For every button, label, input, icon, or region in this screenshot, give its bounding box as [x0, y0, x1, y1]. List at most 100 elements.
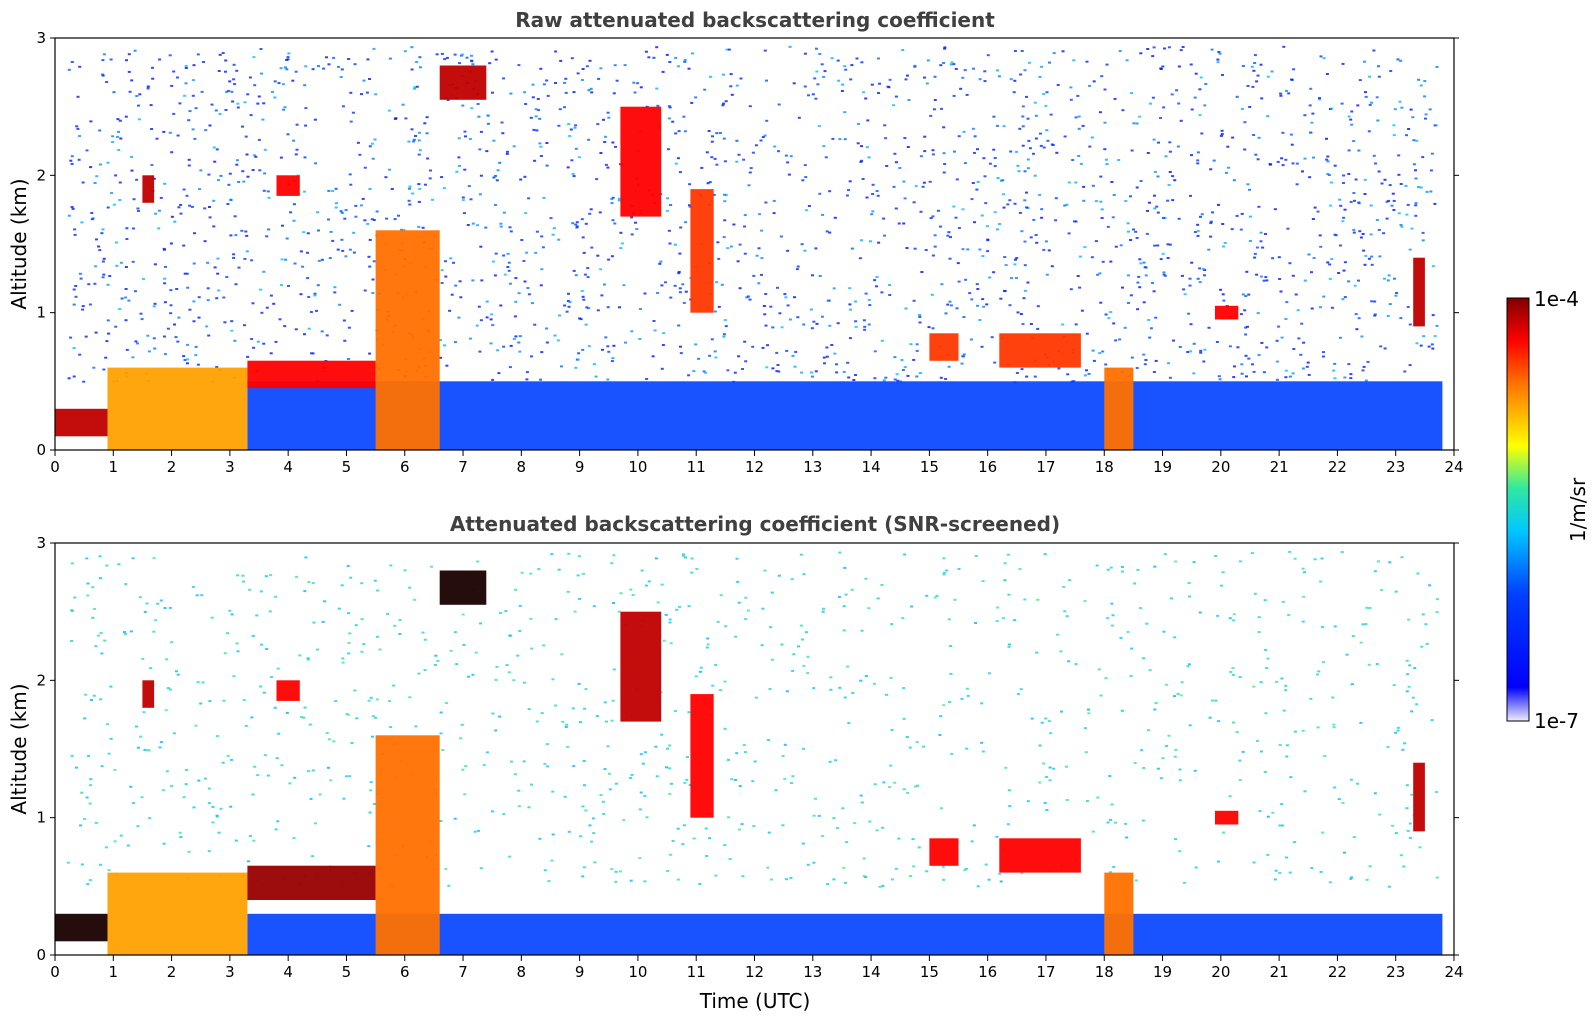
noise-speck: [509, 282, 512, 285]
noise-speck: [658, 262, 662, 265]
noise-speck: [211, 821, 215, 824]
noise-speck: [774, 789, 778, 792]
noise-speck: [517, 341, 521, 344]
noise-speck: [1360, 335, 1364, 338]
noise-speck: [340, 584, 344, 587]
noise-speck: [538, 837, 542, 840]
noise-speck: [859, 794, 863, 797]
noise-speck: [932, 108, 936, 111]
x-tick-label: 0: [50, 458, 60, 476]
noise-speck: [368, 811, 372, 814]
noise-speck: [1044, 104, 1048, 107]
noise-speck: [235, 163, 239, 166]
noise-speck: [169, 312, 173, 315]
noise-speck: [668, 106, 672, 109]
noise-speck: [1291, 372, 1295, 375]
noise-speck: [70, 61, 74, 63]
noise-speck: [540, 351, 544, 354]
noise-speck: [197, 316, 201, 319]
noise-speck: [1259, 750, 1263, 753]
noise-speck: [1259, 63, 1263, 66]
noise-speck: [534, 115, 538, 118]
noise-speck: [957, 227, 961, 229]
noise-speck: [263, 172, 267, 175]
noise-speck: [250, 259, 254, 262]
noise-speck: [631, 594, 635, 597]
noise-speck: [403, 569, 407, 572]
noise-speck: [267, 196, 271, 199]
noise-speck: [304, 124, 308, 127]
heatmap-cell: [1215, 810, 1239, 825]
noise-speck: [530, 355, 533, 358]
noise-speck: [202, 61, 205, 63]
noise-speck: [119, 834, 123, 837]
noise-speck: [394, 117, 398, 120]
noise-speck: [1349, 373, 1353, 376]
noise-speck: [915, 349, 919, 352]
noise-speck: [888, 78, 892, 81]
noise-speck: [192, 806, 196, 809]
noise-speck: [702, 370, 706, 373]
noise-speck: [179, 836, 183, 839]
noise-speck: [277, 732, 281, 735]
noise-speck: [823, 362, 826, 365]
noise-speck: [1337, 272, 1341, 274]
noise-speck: [1013, 202, 1017, 205]
noise-speck: [93, 282, 97, 285]
noise-speck: [1106, 617, 1110, 620]
noise-speck: [847, 722, 851, 725]
noise-speck: [1107, 317, 1111, 320]
noise-speck: [182, 188, 186, 191]
noise-speck: [543, 869, 547, 872]
noise-speck: [77, 158, 81, 161]
noise-speck: [237, 181, 241, 183]
noise-speck: [715, 163, 719, 166]
noise-speck: [313, 292, 317, 295]
noise-speck: [408, 187, 411, 190]
noise-speck: [1121, 109, 1125, 112]
noise-speck: [1091, 184, 1095, 187]
noise-speck: [1341, 802, 1345, 804]
noise-speck: [883, 124, 887, 127]
noise-speck: [1285, 89, 1288, 92]
noise-speck: [660, 284, 664, 287]
noise-speck: [607, 258, 611, 261]
noise-speck: [579, 721, 582, 723]
noise-speck: [309, 311, 313, 313]
noise-speck: [835, 363, 838, 366]
noise-speck: [1221, 293, 1225, 296]
noise-speck: [554, 50, 558, 53]
noise-speck: [910, 605, 914, 608]
noise-speck: [1252, 134, 1256, 136]
noise-speck: [670, 782, 673, 785]
noise-speck: [771, 326, 775, 329]
noise-speck: [399, 228, 403, 231]
noise-speck: [734, 779, 737, 781]
noise-speck: [692, 837, 696, 840]
noise-speck: [573, 126, 577, 129]
noise-speck: [203, 207, 207, 210]
noise-speck: [576, 574, 580, 577]
noise-speck: [1146, 152, 1150, 154]
noise-speck: [492, 176, 496, 179]
noise-speck: [1425, 642, 1429, 645]
noise-speck: [754, 144, 758, 147]
noise-speck: [480, 279, 484, 282]
noise-speck: [617, 610, 621, 613]
noise-speck: [900, 359, 904, 361]
noise-speck: [183, 272, 187, 275]
noise-speck: [1019, 688, 1023, 691]
noise-speck: [876, 597, 880, 600]
noise-speck: [1091, 830, 1095, 833]
noise-speck: [1232, 619, 1236, 622]
noise-speck: [833, 216, 837, 219]
noise-speck: [1194, 866, 1198, 869]
noise-speck: [1377, 65, 1380, 68]
noise-speck: [1167, 362, 1171, 365]
noise-speck: [860, 145, 863, 148]
noise-speck: [70, 754, 74, 757]
noise-speck: [939, 807, 943, 810]
noise-speck: [307, 327, 311, 330]
noise-speck: [820, 63, 824, 66]
noise-speck: [1051, 144, 1055, 147]
